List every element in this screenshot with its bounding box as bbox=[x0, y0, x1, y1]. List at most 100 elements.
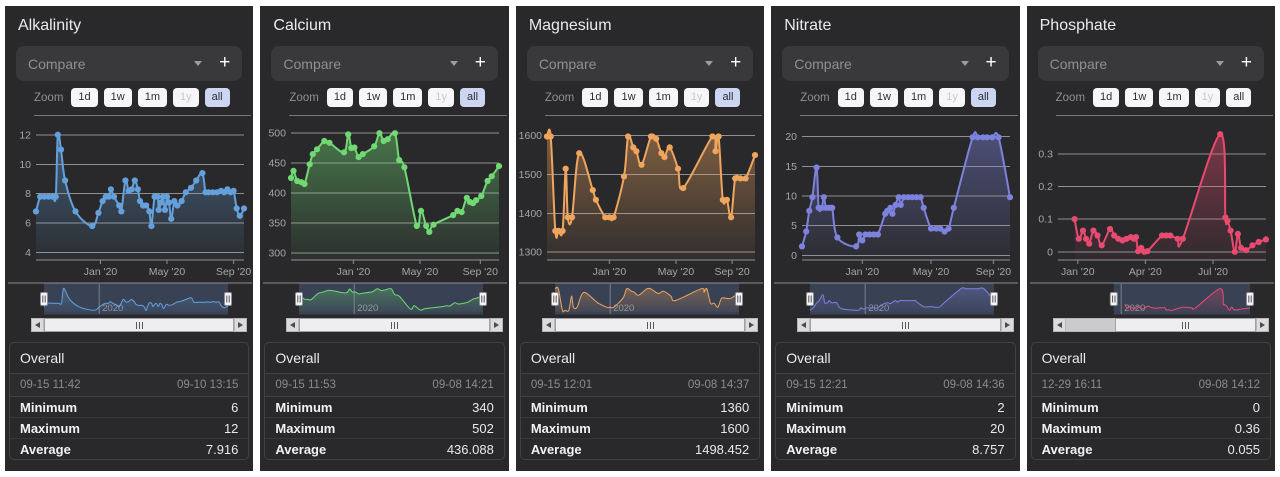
parameter-panel: Phosphate Compare + Zoom 1d 1w 1m 1y all 0 0.… bbox=[1026, 6, 1276, 471]
range-navigator[interactable]: 2020 bbox=[8, 282, 252, 316]
navigator-handle[interactable] bbox=[295, 292, 304, 307]
add-compare-button[interactable]: + bbox=[1240, 52, 1253, 73]
zoom-all-button[interactable]: all bbox=[715, 88, 741, 108]
scroll-left-arrow[interactable] bbox=[541, 318, 555, 333]
zoom-1d-button[interactable]: 1d bbox=[1093, 88, 1120, 108]
navigator-handle[interactable] bbox=[479, 292, 488, 307]
parameter-chart[interactable]: 0 5 10 15 20 Jan '20 May '20 Sep '20 bbox=[774, 118, 1018, 280]
scrollbar-track[interactable] bbox=[299, 318, 490, 333]
svg-text:Jan '20: Jan '20 bbox=[846, 266, 880, 278]
scrollbar-thumb[interactable] bbox=[44, 318, 235, 333]
zoom-1d-button[interactable]: 1d bbox=[326, 88, 354, 108]
chevron-down-icon[interactable] bbox=[1215, 61, 1224, 66]
parameter-panel: Calcium Compare + Zoom 1d 1w 1m 1y all 300 35… bbox=[260, 6, 509, 471]
navigator-scrollbar[interactable] bbox=[31, 318, 248, 333]
panel-title: Alkalinity bbox=[18, 17, 82, 34]
zoom-1w-button[interactable]: 1w bbox=[359, 88, 388, 108]
zoom-all-button[interactable]: all bbox=[460, 88, 486, 108]
zoom-1y-button[interactable]: 1y bbox=[428, 88, 455, 108]
scroll-right-arrow[interactable] bbox=[489, 318, 503, 333]
navigator-handle[interactable] bbox=[734, 292, 743, 307]
parameter-chart[interactable]: 0 0.1 0.2 0.3 Jan '20 Apr '20 Jul '20 bbox=[1030, 118, 1274, 280]
zoom-1m-button[interactable]: 1m bbox=[1159, 88, 1189, 108]
compare-dropdown[interactable]: Compare + bbox=[16, 46, 243, 81]
chevron-down-icon[interactable] bbox=[705, 61, 714, 66]
scrollbar-thumb[interactable] bbox=[299, 318, 490, 333]
zoom-1y-button[interactable]: 1y bbox=[173, 88, 199, 108]
navigator-handle[interactable] bbox=[224, 292, 232, 307]
zoom-all-button[interactable]: all bbox=[970, 88, 996, 108]
scroll-left-arrow[interactable] bbox=[286, 318, 300, 333]
compare-dropdown[interactable]: Compare + bbox=[1037, 46, 1265, 81]
scroll-left-arrow[interactable] bbox=[1052, 318, 1066, 333]
add-compare-button[interactable]: + bbox=[985, 52, 997, 73]
parameter-chart[interactable]: 300 350 400 450 500 Jan '20 May '20 Sep '20 bbox=[263, 118, 507, 280]
zoom-1w-button[interactable]: 1w bbox=[1125, 88, 1154, 108]
zoom-1y-button[interactable]: 1y bbox=[683, 88, 710, 108]
add-compare-button[interactable]: + bbox=[730, 52, 742, 73]
zoom-1d-button[interactable]: 1d bbox=[582, 88, 609, 108]
chart-separator bbox=[34, 115, 252, 117]
parameter-chart[interactable]: 1300 1400 1500 1600 Jan '20 May '20 Sep '20 bbox=[519, 118, 763, 280]
scroll-right-arrow[interactable] bbox=[1256, 318, 1270, 333]
zoom-all-button[interactable]: all bbox=[204, 88, 230, 108]
compare-dropdown[interactable]: Compare + bbox=[782, 46, 1009, 81]
chevron-down-icon[interactable] bbox=[194, 61, 203, 66]
navigator-scrollbar[interactable] bbox=[1052, 318, 1270, 333]
zoom-1w-button[interactable]: 1w bbox=[614, 88, 643, 108]
scroll-right-arrow[interactable] bbox=[234, 318, 248, 333]
chevron-down-icon[interactable] bbox=[960, 61, 969, 66]
scrollbar-thumb[interactable] bbox=[554, 318, 746, 333]
range-navigator[interactable]: 2020 bbox=[263, 282, 508, 316]
scroll-left-arrow[interactable] bbox=[797, 318, 811, 333]
navigator-handle[interactable] bbox=[1245, 292, 1254, 307]
svg-text:350: 350 bbox=[269, 218, 287, 230]
stats-table: Minimum 6 Maximum 12 Average 7.916 bbox=[10, 397, 249, 459]
navigator-scrollbar[interactable] bbox=[286, 318, 503, 333]
scroll-right-arrow[interactable] bbox=[745, 318, 759, 333]
zoom-1m-button[interactable]: 1m bbox=[648, 88, 678, 108]
zoom-1m-button[interactable]: 1m bbox=[137, 88, 167, 108]
zoom-1y-button[interactable]: 1y bbox=[1194, 88, 1221, 108]
navigator-handle[interactable] bbox=[550, 292, 559, 307]
navigator-handle[interactable] bbox=[990, 292, 999, 307]
svg-text:Sep '20: Sep '20 bbox=[216, 266, 251, 278]
scrollbar-track[interactable] bbox=[1065, 318, 1257, 333]
scrollbar-track[interactable] bbox=[554, 318, 746, 333]
chevron-down-icon[interactable] bbox=[449, 61, 458, 66]
svg-text:Apr '20: Apr '20 bbox=[1129, 266, 1162, 278]
svg-text:0.2: 0.2 bbox=[1038, 181, 1053, 193]
parameter-chart[interactable]: 4 6 8 10 12 Jan '20 May '20 Sep '20 bbox=[8, 118, 252, 280]
scrollbar-thumb[interactable] bbox=[1115, 318, 1257, 333]
stat-label: Minimum bbox=[530, 399, 588, 415]
zoom-1m-button[interactable]: 1m bbox=[393, 88, 423, 108]
stat-row-average: Average 7.916 bbox=[10, 439, 248, 459]
stat-value: 1360 bbox=[720, 399, 750, 415]
stats-table: Minimum 0 Maximum 0.36 Average 0.055 bbox=[1031, 397, 1271, 459]
scrollbar-thumb[interactable] bbox=[810, 318, 1001, 333]
scroll-right-arrow[interactable] bbox=[1000, 318, 1014, 333]
zoom-1w-button[interactable]: 1w bbox=[103, 88, 132, 108]
zoom-1w-button[interactable]: 1w bbox=[869, 88, 898, 108]
add-compare-button[interactable]: + bbox=[474, 52, 486, 73]
range-navigator[interactable]: 2020 bbox=[774, 282, 1019, 316]
scrollbar-track[interactable] bbox=[44, 318, 235, 333]
zoom-1m-button[interactable]: 1m bbox=[903, 88, 934, 108]
navigator-scrollbar[interactable] bbox=[541, 318, 759, 333]
navigator-handle[interactable] bbox=[40, 292, 48, 307]
navigator-scrollbar[interactable] bbox=[797, 318, 1014, 333]
navigator-handle[interactable] bbox=[806, 292, 815, 307]
range-navigator[interactable]: 2020 bbox=[1029, 282, 1274, 316]
compare-dropdown[interactable]: Compare + bbox=[271, 46, 498, 81]
scroll-left-arrow[interactable] bbox=[31, 318, 44, 333]
zoom-all-button[interactable]: all bbox=[1226, 88, 1252, 108]
scrollbar-track[interactable] bbox=[810, 318, 1001, 333]
zoom-1d-button[interactable]: 1d bbox=[837, 88, 864, 108]
range-navigator[interactable]: 2020 bbox=[518, 282, 763, 316]
zoom-1y-button[interactable]: 1y bbox=[939, 88, 965, 108]
navigator-handle[interactable] bbox=[1109, 292, 1118, 307]
add-compare-button[interactable]: + bbox=[219, 52, 231, 73]
stat-row-minimum: Minimum 6 bbox=[10, 397, 249, 419]
compare-dropdown[interactable]: Compare + bbox=[526, 46, 754, 81]
zoom-1d-button[interactable]: 1d bbox=[71, 88, 98, 108]
